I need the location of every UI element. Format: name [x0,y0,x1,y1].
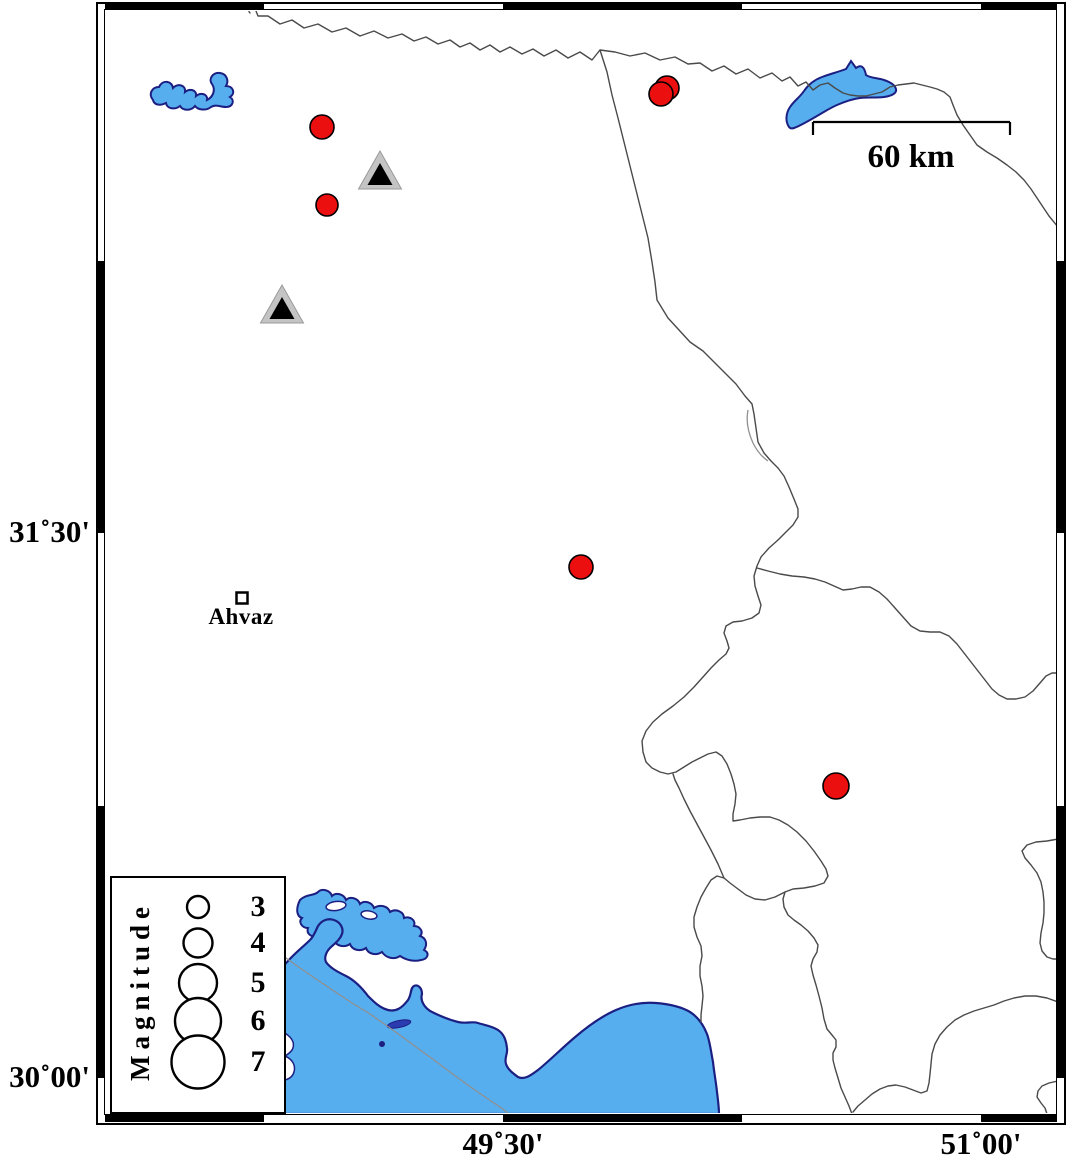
earthquake-marker [309,114,335,140]
border-line-coastward [693,875,786,1023]
earthquake-marker [568,554,594,580]
legend-magnitude-circle [182,927,214,959]
legend-title: Magnitude [125,901,155,1082]
border-line-north [248,11,1056,226]
legend-circles-canvas [170,894,226,1090]
border-line-southeast-loop [1021,838,1056,960]
earthquake-marker [315,193,339,217]
lat-label-3130: 31˚30' [9,514,90,549]
city-label-ahvaz: Ahvaz [208,604,274,629]
earthquake-marker [822,772,850,800]
frame-bar-top [105,3,1057,10]
scale-bar-label: 60 km [867,139,955,175]
border-line-south-small [1036,1080,1056,1113]
gulf-island [379,1041,385,1047]
legend-value-6: 6 [250,1004,266,1037]
frame-bar-right [1057,10,1065,1114]
legend-value-7: 7 [250,1045,266,1078]
legend-value-3: 3 [250,890,266,923]
marsh-island [325,900,347,912]
maritime-boundary-line [285,957,509,1113]
border-line-connector [672,773,725,879]
station-triangle-icon [269,297,295,319]
lat-label-3000: 30˚00' [9,1059,90,1094]
lake-northwest [149,71,235,111]
lake-northeast [785,59,898,130]
marsh-island [360,910,378,920]
border-line-central [599,49,853,1113]
persian-gulf [268,918,721,1113]
legend-magnitude-circle [185,894,211,920]
border-line-east [756,567,1056,700]
legend-value-4: 4 [250,926,266,959]
legend-magnitude-circle [170,1034,226,1090]
lon-label-4930: 49˚30' [462,1126,544,1161]
city-marker-ahvaz [235,591,249,605]
lon-label-5100: 51˚00' [940,1126,1022,1161]
legend-magnitude-circle [177,962,219,1004]
station-triangle-icon [367,163,393,185]
frame-bar-left [97,10,105,1114]
border-line-southeast [852,995,1056,1113]
border-double-line [746,409,769,462]
legend-value-5: 5 [250,966,266,999]
frame-bar-bottom [105,1114,1057,1122]
scale-bar [811,120,1012,135]
earthquake-marker [648,81,674,107]
